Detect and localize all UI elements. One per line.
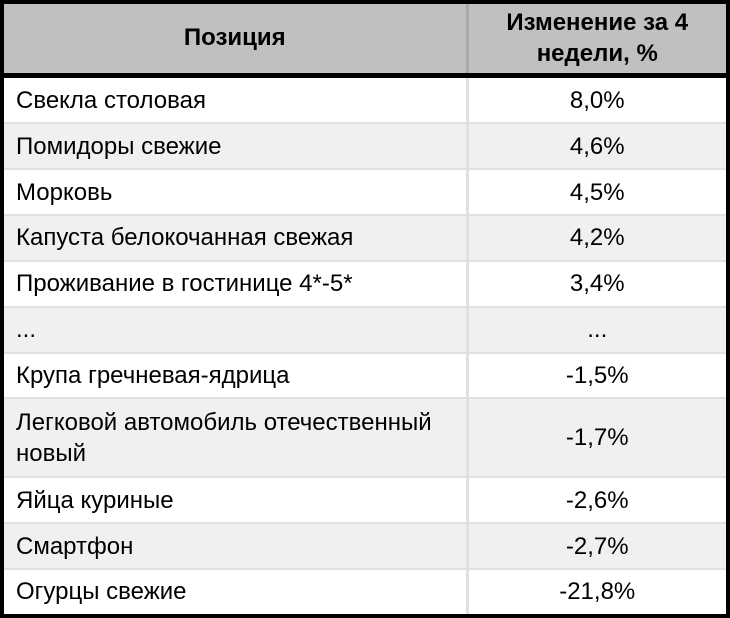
table-row: Легковой автомобиль отечественный новый …: [4, 397, 726, 478]
price-table: Позиция Изменение за 4 недели, % Свекла …: [4, 4, 726, 614]
position-cell: Проживание в гостинице 4*-5*: [4, 259, 467, 307]
table-row: Смартфон -2,7%: [4, 522, 726, 570]
position-cell: Смартфон: [4, 522, 467, 570]
table-row: ... ...: [4, 305, 726, 353]
position-cell: ...: [4, 305, 467, 353]
change-cell: 4,5%: [465, 168, 726, 216]
change-cell: 4,2%: [465, 214, 726, 261]
change-cell: -21,8%: [465, 568, 726, 614]
table-row: Свекла столовая 8,0%: [4, 75, 726, 124]
table-row: Капуста белокочанная свежая 4,2%: [4, 214, 726, 261]
change-cell: -1,7%: [465, 397, 726, 478]
change-cell: -2,7%: [465, 522, 726, 570]
header-row: Позиция Изменение за 4 недели, %: [4, 4, 726, 79]
change-cell: -2,6%: [465, 476, 726, 524]
change-cell: 8,0%: [465, 75, 726, 124]
table-row: Морковь 4,5%: [4, 168, 726, 216]
table-row: Огурцы свежие -21,8%: [4, 568, 726, 614]
table-row: Помидоры свежие 4,6%: [4, 122, 726, 170]
position-cell: Крупа гречневая-ядрица: [4, 351, 467, 399]
column-header-position: Позиция: [4, 4, 467, 79]
change-cell: -1,5%: [465, 351, 726, 399]
change-cell: ...: [465, 305, 726, 353]
position-cell: Морковь: [4, 168, 467, 216]
table-row: Крупа гречневая-ядрица -1,5%: [4, 351, 726, 399]
change-cell: 4,6%: [465, 122, 726, 170]
table-body: Свекла столовая 8,0% Помидоры свежие 4,6…: [4, 75, 726, 614]
position-cell: Яйца куриные: [4, 476, 467, 524]
table-row: Проживание в гостинице 4*-5* 3,4%: [4, 259, 726, 307]
table-row: Яйца куриные -2,6%: [4, 476, 726, 524]
column-header-change: Изменение за 4 недели, %: [465, 4, 726, 79]
position-cell: Капуста белокочанная свежая: [4, 214, 467, 261]
position-cell: Свекла столовая: [16, 86, 206, 114]
position-cell: Легковой автомобиль отечественный новый: [4, 397, 467, 478]
change-cell: 3,4%: [465, 259, 726, 307]
position-cell: Помидоры свежие: [4, 122, 467, 170]
position-cell: Огурцы свежие: [4, 568, 467, 614]
